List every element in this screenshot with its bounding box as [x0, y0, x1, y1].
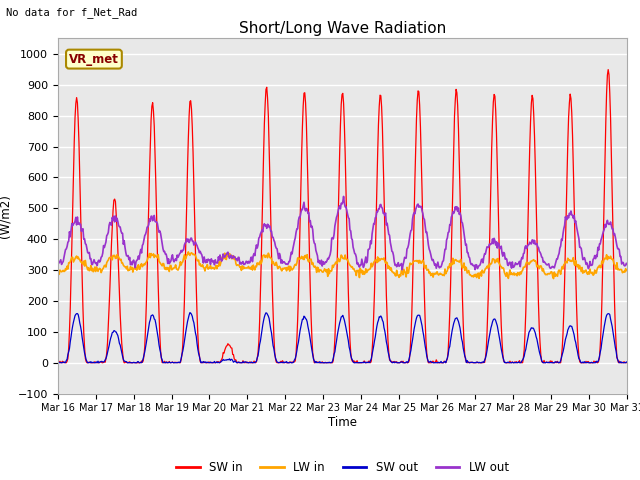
LW out [398, 267, 406, 273]
LW in [429, 274, 437, 280]
SW in [211, 360, 219, 366]
Line: SW out: SW out [58, 312, 627, 363]
SW out [65, 349, 72, 355]
Line: LW in: LW in [58, 252, 627, 278]
X-axis label: Time: Time [328, 416, 357, 429]
SW in [124, 360, 131, 366]
Line: LW out: LW out [58, 196, 627, 270]
LW in [123, 266, 131, 272]
LW in [211, 265, 219, 271]
LW in [550, 276, 557, 281]
Text: No data for f_Net_Rad: No data for f_Net_Rad [6, 7, 138, 18]
SW out [181, 332, 189, 338]
LW out [180, 242, 188, 248]
SW in [54, 360, 62, 366]
LW out [430, 260, 438, 265]
LW out [64, 240, 72, 245]
SW in [181, 268, 189, 274]
SW out [186, 310, 194, 315]
LW in [180, 252, 188, 258]
Legend: SW in, LW in, SW out, LW out: SW in, LW in, SW out, LW out [172, 456, 513, 479]
SW in [604, 67, 612, 72]
LW out [211, 262, 218, 268]
SW out [413, 313, 421, 319]
LW in [184, 249, 192, 255]
SW out [54, 360, 61, 365]
SW out [430, 360, 438, 366]
Title: Short/Long Wave Radiation: Short/Long Wave Radiation [239, 21, 446, 36]
Line: SW in: SW in [58, 70, 627, 363]
SW in [65, 345, 72, 351]
LW in [413, 258, 420, 264]
Text: VR_met: VR_met [69, 53, 119, 66]
SW out [212, 360, 220, 366]
SW in [429, 358, 437, 364]
LW out [623, 262, 631, 267]
Y-axis label: (W/m2): (W/m2) [0, 194, 12, 238]
LW out [413, 202, 421, 208]
LW out [123, 253, 131, 259]
SW in [623, 360, 631, 366]
SW in [54, 360, 61, 365]
LW in [54, 268, 61, 274]
SW out [623, 360, 631, 365]
LW in [623, 267, 631, 273]
LW out [340, 193, 348, 199]
LW in [64, 266, 72, 272]
SW in [413, 116, 420, 122]
SW out [124, 360, 131, 366]
LW out [54, 264, 61, 269]
SW out [56, 360, 64, 366]
